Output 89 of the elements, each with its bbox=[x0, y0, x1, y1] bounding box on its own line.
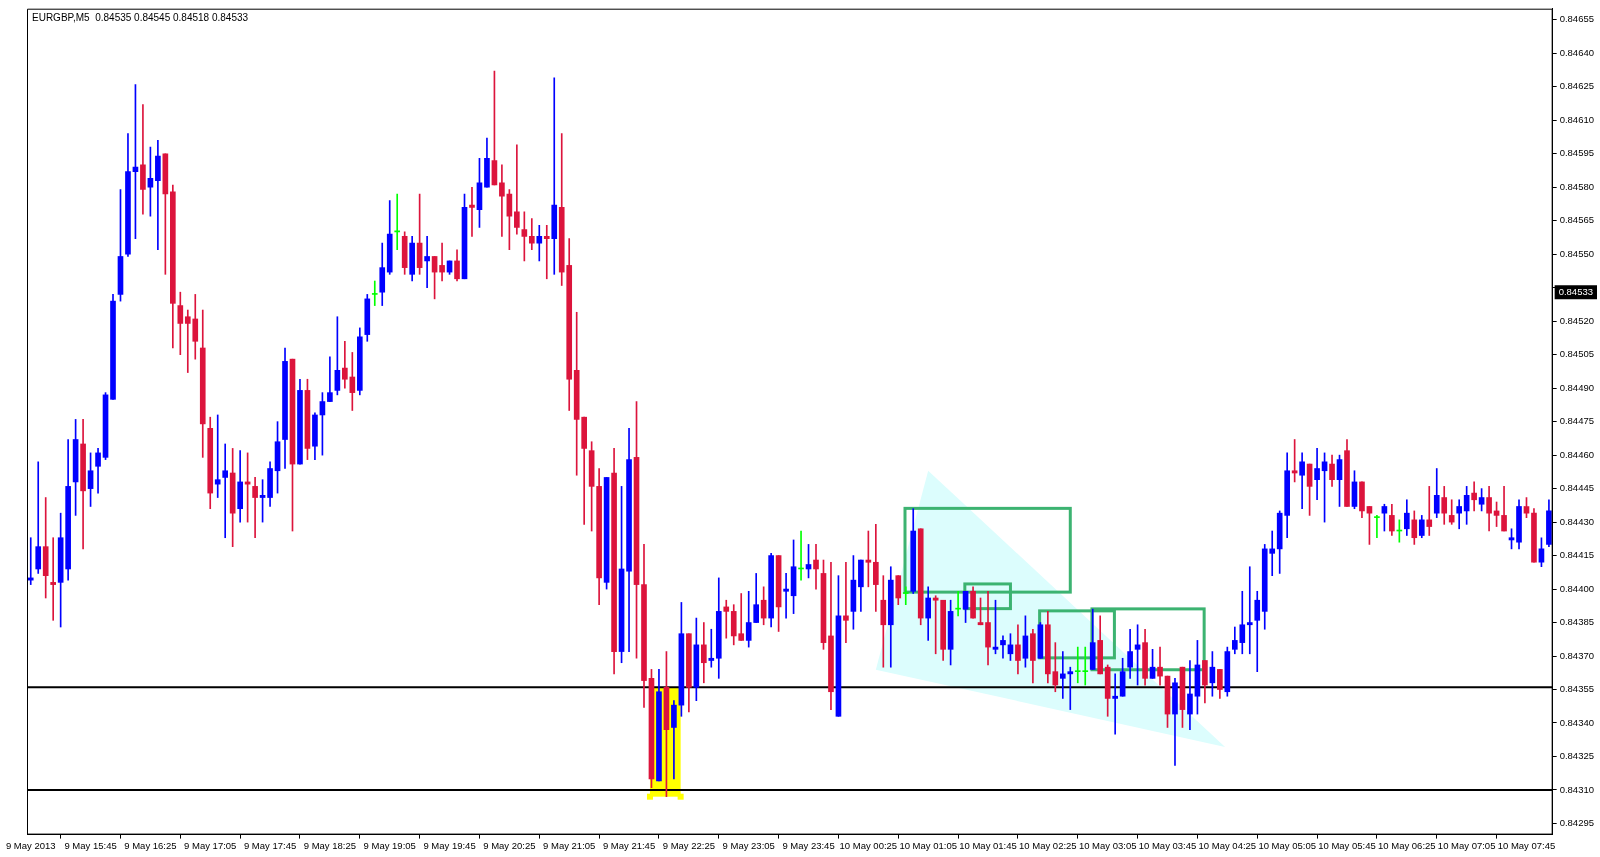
y-tick-label: 0.84460 bbox=[1559, 448, 1594, 460]
y-tick-label: 0.84595 bbox=[1559, 147, 1594, 159]
x-tick-label: 9 May 19:45 bbox=[423, 839, 476, 851]
x-tick-label: 9 May 21:45 bbox=[602, 839, 656, 851]
candlestick bbox=[1067, 666, 1074, 710]
candlestick bbox=[543, 224, 550, 280]
y-tick-label: 0.84580 bbox=[1559, 180, 1594, 192]
candlestick bbox=[528, 218, 535, 251]
candlestick bbox=[35, 461, 42, 574]
candlestick bbox=[439, 242, 445, 282]
x-tick-label: 9 May 15:45 bbox=[64, 839, 117, 851]
y-tick-label: 0.84610 bbox=[1559, 113, 1594, 125]
candlestick bbox=[813, 544, 819, 590]
x-tick-label: 9 May 19:05 bbox=[363, 839, 416, 851]
x-tick-label: 9 May 22:25 bbox=[662, 839, 716, 851]
y-tick-label: 0.84640 bbox=[1559, 46, 1594, 58]
x-tick-label: 10 May 04:25 bbox=[1198, 839, 1257, 851]
candlestick bbox=[1157, 646, 1163, 686]
y-tick-label: 0.84430 bbox=[1559, 515, 1594, 527]
candlestick bbox=[327, 356, 333, 402]
x-tick-label: 9 May 20:25 bbox=[483, 839, 536, 851]
candlestick bbox=[783, 573, 789, 619]
candlestick bbox=[708, 628, 715, 668]
y-tick-label: 0.84520 bbox=[1559, 314, 1594, 326]
y-tick-label: 0.84325 bbox=[1559, 750, 1594, 762]
annotation: 0.84533 bbox=[1558, 285, 1593, 297]
candlestick bbox=[371, 280, 378, 306]
candlestick bbox=[843, 561, 849, 643]
x-tick-label: 10 May 05:05 bbox=[1258, 839, 1316, 851]
candlestick bbox=[1471, 481, 1477, 512]
x-tick-label: 10 May 01:45 bbox=[959, 839, 1017, 851]
candlestick bbox=[252, 477, 258, 539]
candlestick bbox=[155, 140, 161, 251]
candlestick bbox=[536, 224, 543, 262]
candlestick bbox=[1059, 651, 1066, 699]
y-tick-label: 0.84550 bbox=[1559, 247, 1594, 259]
candlestick bbox=[1112, 673, 1118, 735]
x-tick-label: 10 May 07:05 bbox=[1437, 839, 1496, 851]
x-tick-label: 9 May 18:25 bbox=[303, 839, 357, 851]
y-tick-label: 0.84355 bbox=[1559, 683, 1594, 695]
candlestick bbox=[1456, 499, 1463, 530]
candlestick bbox=[1254, 590, 1261, 672]
candlestick bbox=[514, 144, 520, 235]
chart-title: EURGBP,M5 0.84535 0.84545 0.84518 0.84533 bbox=[32, 12, 249, 24]
y-tick-label: 0.84400 bbox=[1559, 582, 1594, 594]
y-tick-label: 0.84385 bbox=[1559, 616, 1594, 628]
y-tick-label: 0.84490 bbox=[1559, 381, 1594, 393]
candlestick bbox=[222, 443, 229, 539]
y-tick-label: 0.84625 bbox=[1559, 80, 1594, 92]
candlestick bbox=[551, 77, 558, 275]
x-tick-label: 10 May 06:25 bbox=[1378, 839, 1436, 851]
y-tick-label: 0.84475 bbox=[1559, 415, 1594, 427]
y-tick-label: 0.84295 bbox=[1559, 817, 1594, 829]
y-tick-label: 0.84565 bbox=[1559, 214, 1594, 226]
candlestick bbox=[140, 104, 146, 215]
y-tick-label: 0.84340 bbox=[1559, 716, 1594, 728]
x-tick-label: 9 May 17:05 bbox=[184, 839, 237, 851]
candlestick bbox=[723, 599, 730, 639]
x-tick-label: 10 May 03:05 bbox=[1078, 839, 1137, 851]
x-tick-label: 9 May 23:45 bbox=[782, 839, 835, 851]
candlestick bbox=[499, 164, 505, 237]
y-tick-label: 0.84655 bbox=[1559, 13, 1594, 25]
candlestick bbox=[1374, 515, 1380, 539]
candlestick bbox=[214, 414, 221, 498]
x-tick-label: 10 May 01:05 bbox=[899, 839, 957, 851]
x-tick-label: 10 May 07:45 bbox=[1497, 839, 1556, 851]
candlestick bbox=[1246, 566, 1253, 655]
candlestick bbox=[902, 586, 909, 606]
x-tick-label: 9 May 2013 bbox=[5, 839, 56, 851]
y-tick-label: 0.84310 bbox=[1559, 783, 1594, 795]
x-tick-label: 10 May 03:45 bbox=[1138, 839, 1197, 851]
candlestick bbox=[50, 537, 57, 621]
x-tick-label: 10 May 02:25 bbox=[1019, 839, 1077, 851]
candlestick bbox=[469, 186, 475, 237]
candlestick bbox=[1314, 448, 1320, 501]
y-tick-label: 0.84445 bbox=[1559, 482, 1594, 494]
candlestick bbox=[1000, 635, 1006, 659]
y-tick-label: 0.84415 bbox=[1559, 549, 1594, 561]
candlestick bbox=[1448, 499, 1455, 525]
y-tick-label: 0.84505 bbox=[1559, 348, 1594, 360]
x-tick-label: 9 May 16:25 bbox=[124, 839, 177, 851]
candlestick bbox=[1426, 486, 1433, 536]
y-tick-label: 0.84370 bbox=[1559, 649, 1594, 661]
x-tick-label: 9 May 21:05 bbox=[543, 839, 596, 851]
x-tick-label: 9 May 23:05 bbox=[722, 839, 775, 851]
x-tick-label: 9 May 17:45 bbox=[243, 839, 297, 851]
x-tick-label: 10 May 05:45 bbox=[1318, 839, 1376, 851]
x-tick-label: 10 May 00:25 bbox=[839, 839, 898, 851]
candlestick bbox=[424, 236, 430, 289]
